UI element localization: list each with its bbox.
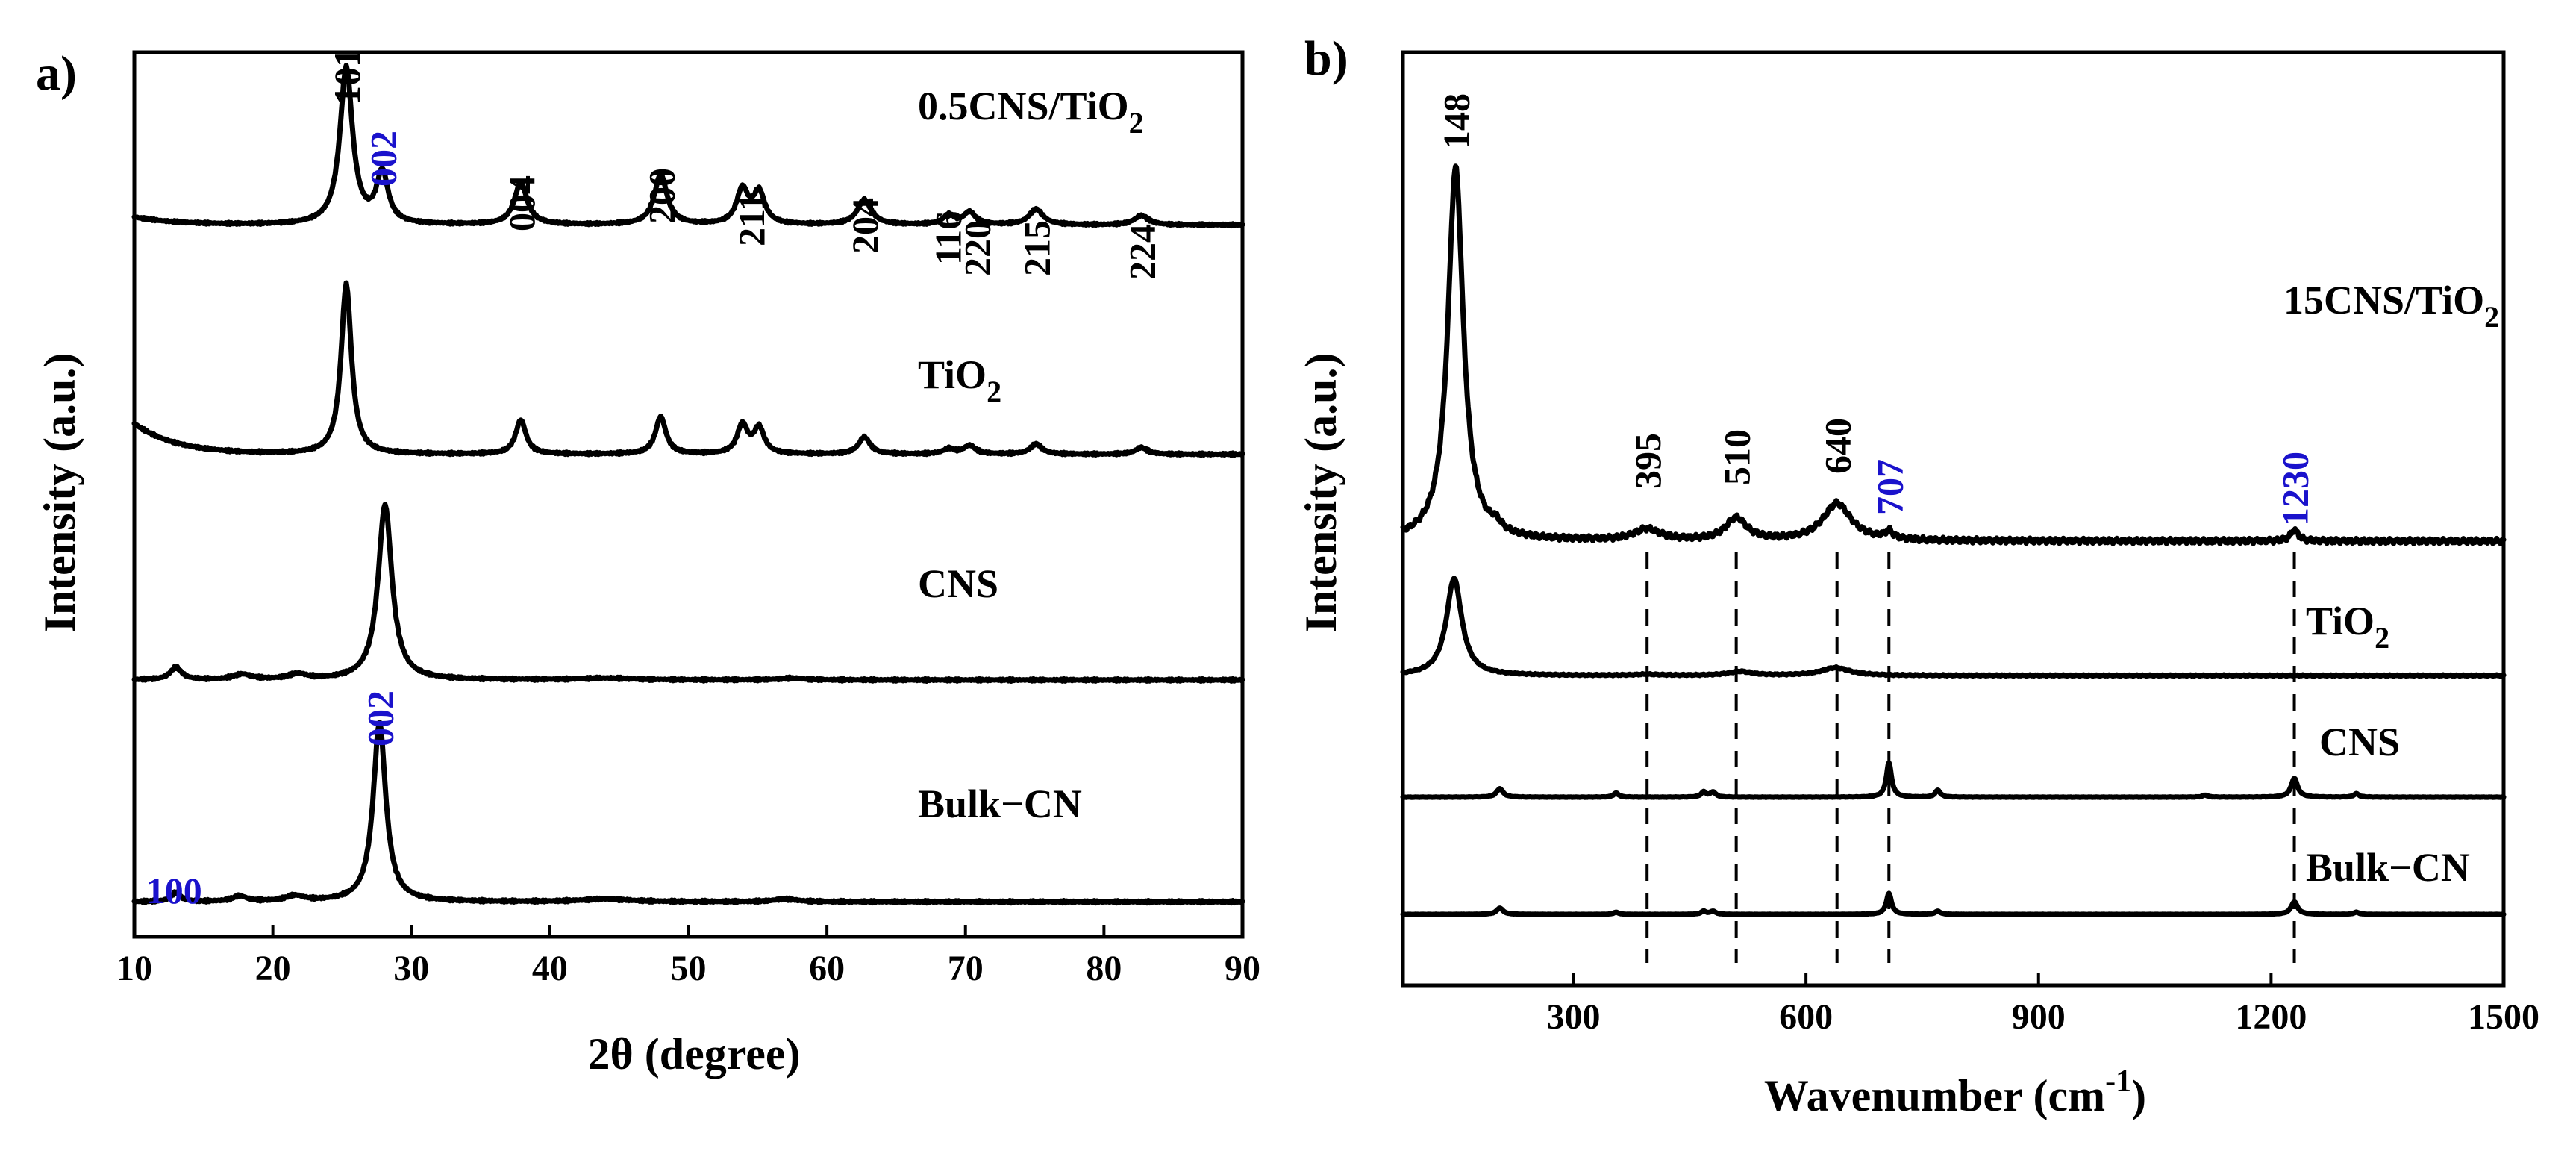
panel-b-xlabel: Wavenumber (cm-1) [1764,1064,2146,1120]
a-xtick-label-60: 60 [809,949,845,988]
panel-b-traces [1400,163,2507,917]
b-xtick-label-600: 600 [1779,997,1833,1037]
b-xtick-label-1500: 1500 [2468,997,2539,1037]
a-peak-label-116: 116 [928,211,969,265]
a-xtick-label-90: 90 [1225,949,1260,988]
a-trace-0-5cns-tio2 [131,63,1245,229]
a-trace-cns [131,502,1245,684]
panel-a-label: a) [36,46,77,101]
panel-b-reference-lines [1645,552,2296,963]
b-xtick-label-300: 300 [1547,997,1601,1037]
a-peak-label-204: 204 [844,198,886,254]
b-trace-bulk-cn [1400,890,2507,917]
b-label-15cns-tio2: 15CNS/TiO2 [2283,278,2499,334]
b-trace-cns [1400,760,2507,800]
a-peak-label-101: 101 [326,49,368,105]
b-peak-label-640: 640 [1817,418,1859,474]
panel-a-traces [131,63,1245,906]
b-label-cns: CNS [2319,720,2400,764]
a-xtick-label-10: 10 [116,949,152,988]
panel-a-xrd: a) 10 20 30 40 50 60 70 80 90 101 002 004 200 211 204… [35,46,1260,1079]
b-xtick-label-900: 900 [2012,997,2066,1037]
b-peak-label-510: 510 [1716,429,1758,485]
b-peak-label-148: 148 [1436,93,1478,149]
a-xtick-label-20: 20 [255,949,291,988]
panel-b-label: b) [1304,31,1348,86]
a-xtick-label-70: 70 [948,949,984,988]
a-label-tio2: TiO2 [918,352,1001,408]
a-peak-label-002: 002 [362,131,404,187]
a-peak-label-220: 220 [957,220,998,276]
b-peak-label-707: 707 [1869,459,1910,515]
b-label-bulk-cn: Bulk−CN [2306,845,2470,890]
panel-a-x-ticks: 10 20 30 40 50 60 70 80 90 [116,925,1260,988]
a-trace-bulk-cn [131,720,1245,906]
panel-b-frame [1401,50,2506,988]
b-label-tio2: TiO2 [2306,599,2389,655]
panel-a-ylabel: Intensity (a.u.) [35,352,84,632]
a-peak-label-100-bulk-cn: 100 [146,870,202,911]
a-peak-label-215: 215 [1016,220,1057,276]
panel-b-x-ticks: 300 600 900 1200 1500 [1547,973,2539,1037]
b-peak-label-395: 395 [1627,433,1669,489]
a-peak-label-200: 200 [640,168,682,224]
a-label-cns: CNS [918,561,998,606]
panel-b-ylabel: Intensity (a.u.) [1296,352,1345,632]
b-xtick-label-1200: 1200 [2235,997,2307,1037]
a-peak-label-002-bulk-cn: 002 [360,690,401,746]
a-label-0.5cns-tio2: 0.5CNS/TiO2 [918,84,1144,140]
b-trace-tio2 [1400,576,2507,679]
a-xtick-label-50: 50 [671,949,707,988]
b-peak-label-1230: 1230 [2275,452,2316,526]
a-xtick-label-40: 40 [532,949,568,988]
a-peak-label-211: 211 [731,193,772,246]
b-trace-15cns-tio2 [1400,163,2507,546]
a-xtick-label-80: 80 [1086,949,1122,988]
a-peak-label-224: 224 [1121,224,1163,280]
a-label-bulk-cn: Bulk−CN [918,782,1082,826]
a-trace-tio2 [131,280,1245,458]
a-peak-label-004: 004 [501,175,543,231]
a-xtick-label-30: 30 [393,949,429,988]
panel-a-xlabel: 2θ (degree) [587,1029,800,1079]
